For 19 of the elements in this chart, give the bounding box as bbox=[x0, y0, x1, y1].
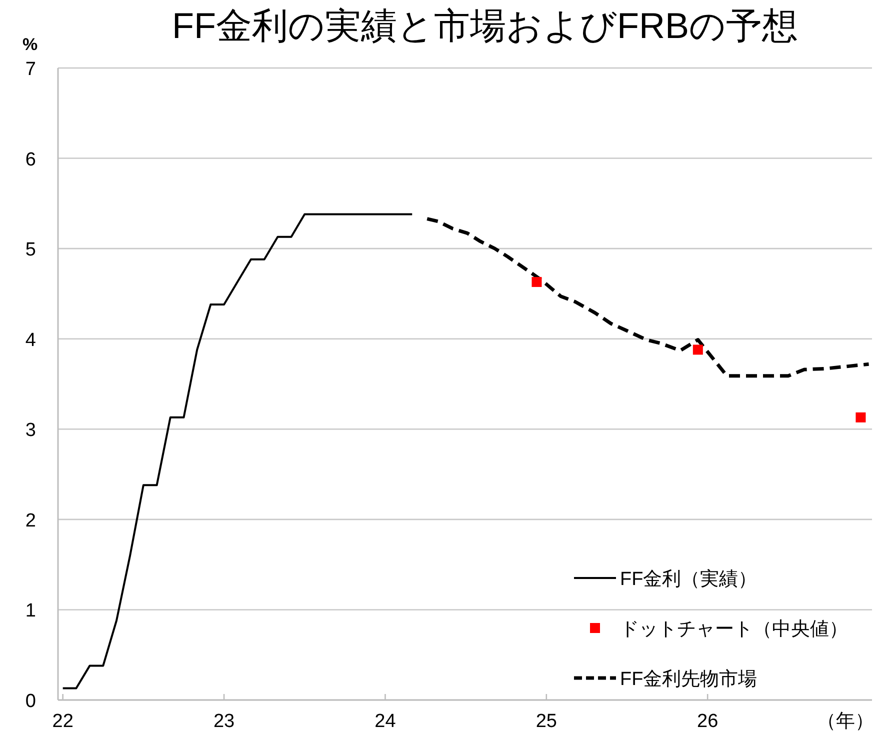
legend-label: FF金利先物市場 bbox=[620, 669, 758, 690]
legend-label: FF金利（実績） bbox=[620, 569, 758, 590]
y-tick-label: 3 bbox=[25, 420, 36, 442]
legend-label: ドットチャート（中央値） bbox=[620, 619, 848, 640]
y-tick-label: 4 bbox=[25, 330, 36, 351]
ylabel: % bbox=[22, 35, 38, 54]
y-tick-label: 0 bbox=[25, 691, 36, 712]
title: FF金利の実績と市場およびFRBの予想 bbox=[172, 5, 798, 46]
xlabel: （年） bbox=[817, 711, 874, 732]
x-tick-label: 22 bbox=[52, 711, 74, 732]
y-tick-label: 5 bbox=[25, 240, 36, 261]
x-tick-label: 26 bbox=[697, 711, 718, 732]
x-tick-label: 24 bbox=[374, 711, 396, 732]
y-tick-label: 7 bbox=[25, 59, 36, 80]
y-tick-label: 6 bbox=[25, 149, 36, 170]
y-tick-label: 2 bbox=[25, 510, 36, 532]
x-tick-label: 23 bbox=[213, 711, 235, 732]
y-tick-label: 1 bbox=[25, 600, 36, 622]
x-tick-label: 25 bbox=[536, 711, 557, 732]
